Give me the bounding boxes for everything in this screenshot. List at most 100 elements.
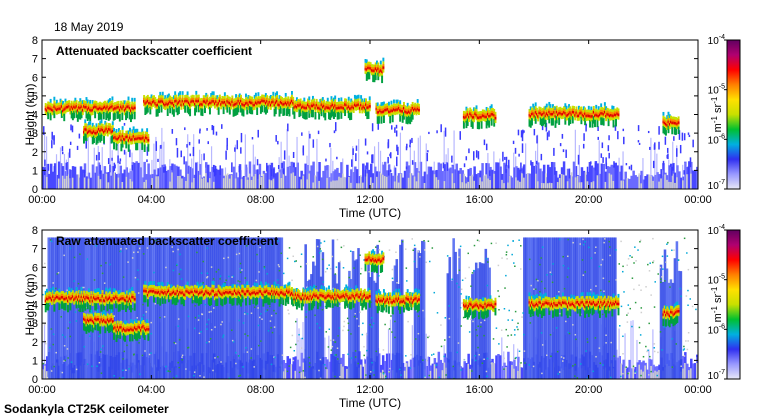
cloud-top — [326, 97, 329, 102]
noise-speck — [550, 273, 553, 276]
ground-cell — [57, 178, 60, 189]
ground-cell — [463, 173, 466, 189]
cloud-core — [53, 105, 56, 108]
ground-cell — [441, 370, 444, 379]
noise-speck — [83, 345, 86, 348]
cloud-core — [131, 295, 134, 299]
noise-streak — [280, 141, 282, 189]
boundary-layer-cell — [692, 170, 695, 189]
noise-speck — [659, 266, 662, 269]
noise-speck — [181, 358, 183, 361]
cloud-top — [105, 287, 108, 292]
cloud-top — [334, 95, 337, 100]
precip-speck — [559, 143, 562, 147]
noise-speck — [609, 254, 611, 257]
boundary-layer-cell — [511, 177, 514, 189]
noise-speck — [301, 337, 304, 340]
cloud-base — [282, 108, 285, 116]
cloud-base — [373, 74, 376, 83]
precip-speck — [389, 169, 392, 173]
noise-streak — [373, 146, 376, 189]
ground-cell — [576, 175, 579, 189]
boundary-layer-cell — [53, 163, 57, 189]
boundary-layer-cell — [336, 167, 339, 189]
noise-speck — [523, 333, 525, 336]
noise-cell — [452, 238, 455, 379]
cloud-top — [357, 94, 360, 99]
boundary-layer-cell — [594, 161, 598, 189]
cloud-base — [194, 295, 197, 303]
boundary-layer-cell — [501, 365, 504, 379]
noise-speck — [581, 259, 584, 261]
cloud-base — [331, 108, 334, 117]
noise-speck — [323, 240, 326, 243]
precip-speck — [317, 130, 320, 135]
cloud-base — [105, 112, 108, 121]
cloud-core — [165, 102, 168, 105]
noise-speck — [528, 258, 531, 261]
cloud-top — [159, 91, 162, 96]
noise-speck — [166, 370, 168, 373]
cloud-base — [161, 296, 164, 304]
boundary-layer-cell — [431, 170, 435, 189]
cloud-base — [118, 303, 121, 312]
noise-speck — [271, 331, 274, 334]
ground-cell — [674, 182, 676, 189]
noise-cell — [172, 237, 176, 379]
cloud-core — [377, 67, 380, 70]
cloud-top — [49, 288, 52, 292]
noise-speck — [498, 308, 500, 311]
noise-cell — [335, 283, 339, 379]
noise-speck — [600, 289, 602, 292]
cloud-core — [190, 100, 193, 103]
cloud-core — [329, 107, 332, 110]
cloud-top — [167, 93, 170, 98]
cloud-core — [128, 106, 131, 110]
noise-speck — [287, 309, 289, 311]
cloud-base — [103, 136, 105, 144]
noise-speck — [277, 264, 280, 266]
cloud-core — [365, 103, 368, 106]
noise-speck — [334, 273, 337, 275]
precip-speck — [282, 168, 285, 175]
boundary-layer-cell — [564, 175, 568, 189]
cloud-base — [318, 112, 321, 120]
cloud-top — [115, 128, 118, 133]
noise-cell — [188, 237, 192, 379]
noise-streak — [296, 318, 298, 379]
noise-speck — [250, 312, 253, 314]
boundary-layer-cell — [42, 166, 45, 189]
cloud-top — [172, 95, 175, 100]
noise-speck — [331, 255, 334, 258]
boundary-layer-cell — [616, 165, 619, 189]
noise-speck — [610, 376, 612, 379]
cloud-base — [84, 303, 87, 311]
noise-cell — [249, 237, 252, 379]
noise-speck — [645, 286, 647, 288]
ground-cell — [308, 173, 310, 189]
cloud-core — [580, 111, 583, 114]
boundary-layer-cell — [103, 166, 107, 189]
noise-speck — [598, 265, 601, 268]
noise-cell — [213, 237, 217, 379]
cloud-core — [74, 297, 77, 300]
cloud-core — [123, 298, 126, 302]
cloud-core — [548, 110, 551, 114]
precip-speck — [366, 151, 369, 155]
cloud-core — [597, 114, 600, 118]
boundary-layer-cell — [45, 356, 49, 379]
cloud-core — [569, 111, 572, 114]
precip-speck — [47, 163, 50, 171]
noise-speck — [206, 328, 208, 330]
cloud-base — [478, 121, 481, 130]
noise-streak — [67, 152, 70, 189]
noise-speck — [89, 335, 91, 337]
boundary-layer-cell — [165, 171, 168, 189]
noise-speck — [261, 318, 263, 320]
ground-cell — [550, 183, 553, 189]
cloud-core — [410, 109, 413, 112]
precip-speck — [226, 137, 228, 147]
noise-speck — [661, 349, 663, 351]
precip-speck — [597, 136, 599, 140]
noise-speck — [459, 306, 462, 309]
